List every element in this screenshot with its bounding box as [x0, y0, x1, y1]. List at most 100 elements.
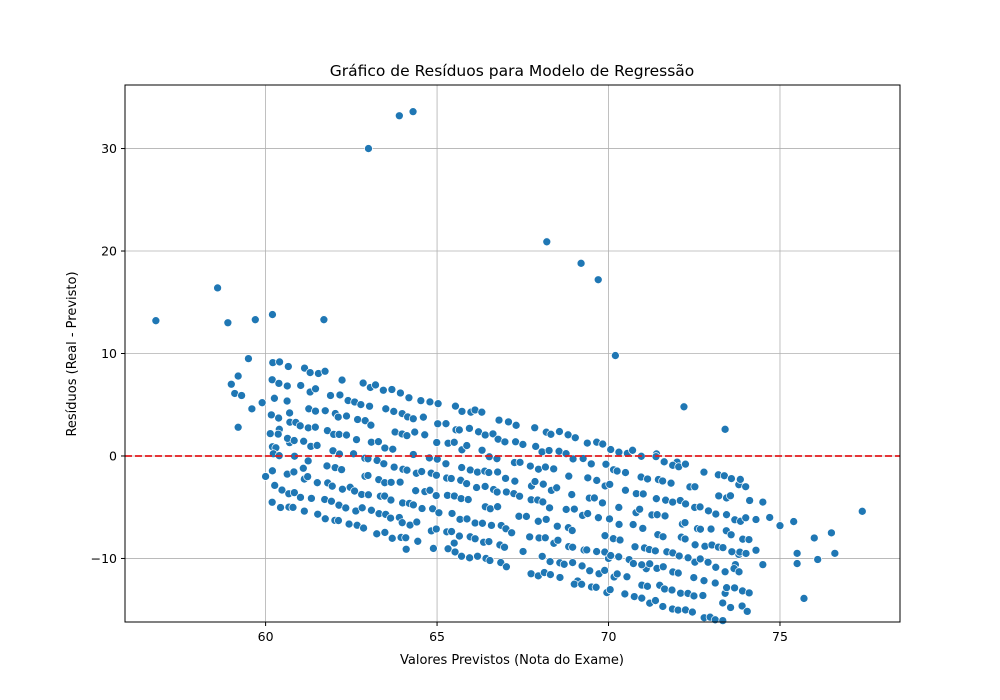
data-point [502, 562, 511, 572]
data-point [537, 447, 547, 457]
data-point [598, 439, 608, 449]
data-point [465, 553, 474, 563]
data-point [289, 467, 299, 477]
data-point [446, 474, 456, 483]
data-point [614, 503, 624, 512]
data-point [674, 551, 684, 561]
data-point [545, 503, 554, 513]
data-point [478, 518, 487, 528]
data-point [525, 461, 535, 471]
data-point [645, 559, 655, 569]
data-point [629, 559, 638, 568]
data-point [431, 491, 441, 500]
data-point [643, 474, 652, 484]
data-point [320, 406, 330, 416]
data-point [541, 515, 551, 524]
data-point [250, 315, 260, 325]
data-point [273, 429, 283, 439]
data-point [541, 462, 550, 472]
data-point [621, 468, 630, 477]
data-point [586, 459, 596, 469]
data-point [742, 607, 752, 616]
data-point [555, 573, 565, 582]
data-point [412, 517, 422, 527]
data-point [741, 513, 751, 523]
data-point [277, 485, 287, 495]
data-point [327, 481, 337, 491]
data-point [696, 524, 705, 534]
y-axis-label: Resíduos (Real - Previsto) [65, 271, 80, 436]
data-point [441, 459, 451, 469]
x-tick-label: 70 [601, 629, 617, 644]
data-point [606, 551, 616, 560]
data-point [526, 569, 536, 579]
data-point [485, 556, 495, 565]
data-point [751, 545, 761, 555]
data-point [611, 351, 620, 360]
data-point [615, 535, 625, 545]
data-point [413, 536, 423, 546]
data-point [473, 551, 482, 561]
data-point [237, 391, 246, 400]
data-point [714, 491, 724, 501]
x-tick-label: 75 [772, 629, 788, 644]
data-point [402, 465, 412, 475]
data-point [462, 441, 472, 450]
data-point [484, 468, 494, 477]
data-point [703, 557, 713, 567]
data-point [353, 415, 362, 424]
data-point [352, 435, 361, 444]
data-point [722, 510, 731, 520]
data-point [356, 400, 366, 409]
data-point [274, 379, 284, 388]
x-axis-label: Valores Previstos (Nota do Exame) [400, 653, 624, 668]
data-point [363, 471, 373, 480]
data-point [433, 419, 443, 429]
data-point [741, 549, 751, 558]
data-point [409, 500, 418, 510]
data-point [673, 605, 683, 615]
data-point [643, 581, 652, 591]
data-point [305, 368, 315, 377]
data-point [387, 385, 397, 394]
data-point [500, 437, 510, 447]
data-point [401, 544, 411, 554]
data-point [704, 506, 713, 516]
data-point [396, 388, 405, 398]
data-point [726, 603, 735, 612]
data-point [394, 111, 404, 121]
y-tick-label: 10 [101, 346, 117, 361]
data-point [485, 504, 495, 514]
data-point [726, 530, 736, 540]
data-point [638, 524, 648, 533]
data-point [606, 445, 616, 454]
y-tick-label: 20 [101, 244, 117, 259]
data-point [530, 477, 540, 486]
data-point [323, 426, 332, 435]
data-point [337, 465, 346, 474]
data-point [718, 616, 728, 625]
data-point [480, 430, 490, 440]
data-point [492, 487, 502, 497]
data-point [408, 450, 418, 459]
data-point [457, 407, 467, 416]
data-point [583, 509, 593, 518]
data-point [600, 531, 610, 541]
data-point [266, 410, 276, 420]
data-point [630, 542, 640, 552]
data-point [389, 462, 399, 472]
data-point [402, 431, 412, 441]
data-point [432, 438, 442, 447]
data-point [265, 429, 275, 438]
data-point [570, 433, 580, 443]
data-point [270, 393, 279, 403]
data-point [395, 477, 405, 487]
data-point [455, 531, 464, 541]
data-point [727, 474, 736, 483]
data-point [710, 615, 720, 625]
data-point [378, 385, 388, 395]
data-point [741, 482, 751, 492]
data-point [563, 430, 573, 440]
data-point [450, 547, 460, 557]
data-point [605, 514, 614, 524]
